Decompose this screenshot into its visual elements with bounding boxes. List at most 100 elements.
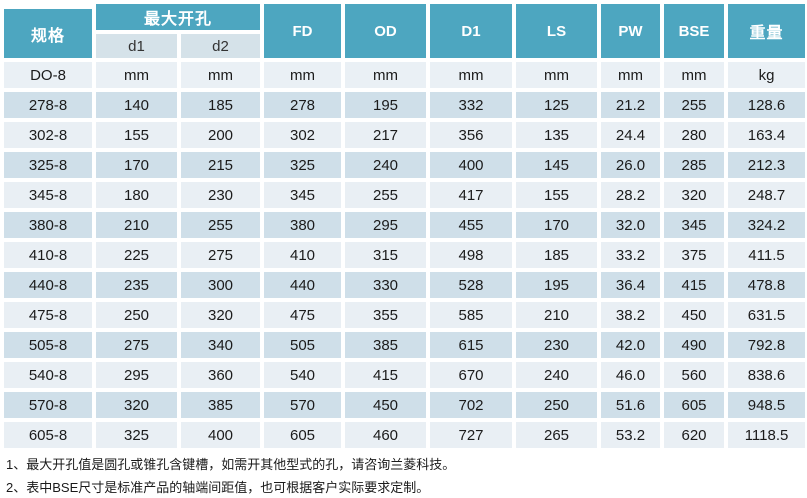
table-row: 325-8 170 215 325 240 400 145 26.0 285 212.3 (4, 152, 806, 178)
cell-od: mm (345, 62, 427, 88)
cell-d1-big: 585 (430, 302, 513, 328)
table-row: 475-8 250 320 475 355 585 210 38.2 450 631.5 (4, 302, 806, 328)
cell-spec: 440-8 (4, 272, 92, 298)
cell-pw: 24.4 (601, 122, 661, 148)
cell-fd: 605 (264, 422, 342, 448)
cell-od: 195 (345, 92, 427, 118)
cell-od: 217 (345, 122, 427, 148)
cell-od: 415 (345, 362, 427, 388)
table-row: 540-8 295 360 540 415 670 240 46.0 560 838.6 (4, 362, 806, 388)
cell-spec: 278-8 (4, 92, 92, 118)
col-header-fd: FD (264, 4, 342, 58)
cell-d1: 275 (96, 332, 177, 358)
cell-d1-big: 670 (430, 362, 513, 388)
cell-spec: DO-8 (4, 62, 92, 88)
cell-od: 355 (345, 302, 427, 328)
cell-bse: 620 (664, 422, 725, 448)
col-header-od: OD (345, 4, 427, 58)
cell-fd: 325 (264, 152, 342, 178)
cell-d2: 300 (181, 272, 261, 298)
cell-fd: 380 (264, 212, 342, 238)
spec-table: 规格 最大开孔 FD OD D1 LS PW BSE 重量 d1 d2 DO-8… (4, 4, 806, 448)
cell-d1-big: 702 (430, 392, 513, 418)
cell-bse: 490 (664, 332, 725, 358)
col-header-spec: 规格 (4, 4, 92, 58)
cell-pw: 46.0 (601, 362, 661, 388)
footnote-2: 2、表中BSE尺寸是标准产品的轴端间距值，也可根据客户实际要求定制。 (6, 480, 430, 495)
cell-pw: mm (601, 62, 661, 88)
cell-d1: 225 (96, 242, 177, 268)
cell-bse: 320 (664, 182, 725, 208)
cell-weight: 478.8 (728, 272, 806, 298)
cell-pw: 51.6 (601, 392, 661, 418)
cell-d1: 235 (96, 272, 177, 298)
col-header-d1: d1 (96, 34, 177, 58)
table-row: 505-8 275 340 505 385 615 230 42.0 490 792.8 (4, 332, 806, 358)
cell-d1: 325 (96, 422, 177, 448)
col-header-ls: LS (516, 4, 598, 58)
table-row: 380-8 210 255 380 295 455 170 32.0 345 324.2 (4, 212, 806, 238)
cell-fd: 410 (264, 242, 342, 268)
cell-pw: 21.2 (601, 92, 661, 118)
cell-pw: 42.0 (601, 332, 661, 358)
cell-spec: 410-8 (4, 242, 92, 268)
cell-spec: 345-8 (4, 182, 92, 208)
cell-weight: 324.2 (728, 212, 806, 238)
cell-bse: 285 (664, 152, 725, 178)
cell-bse: 280 (664, 122, 725, 148)
cell-d2: mm (181, 62, 261, 88)
cell-spec: 505-8 (4, 332, 92, 358)
col-header-weight: 重量 (728, 4, 806, 58)
cell-ls: 210 (516, 302, 598, 328)
units-row: DO-8 mm mm mm mm mm mm mm mm kg (4, 62, 806, 88)
cell-d1-big: 356 (430, 122, 513, 148)
cell-weight: 838.6 (728, 362, 806, 388)
cell-d1-big: 528 (430, 272, 513, 298)
cell-bse: 605 (664, 392, 725, 418)
cell-pw: 53.2 (601, 422, 661, 448)
cell-bse: mm (664, 62, 725, 88)
table-row: 570-8 320 385 570 450 702 250 51.6 605 948.5 (4, 392, 806, 418)
cell-ls: 145 (516, 152, 598, 178)
cell-d1: mm (96, 62, 177, 88)
cell-weight: 792.8 (728, 332, 806, 358)
col-header-d2: d2 (181, 34, 261, 58)
cell-weight: 163.4 (728, 122, 806, 148)
cell-d2: 320 (181, 302, 261, 328)
cell-ls: 155 (516, 182, 598, 208)
cell-ls: 185 (516, 242, 598, 268)
footnote-1: 1、最大开孔值是圆孔或锥孔含键槽，如需开其他型式的孔，请咨询兰菱科技。 (6, 457, 456, 472)
table-row: 345-8 180 230 345 255 417 155 28.2 320 248.7 (4, 182, 806, 208)
table-row: 302-8 155 200 302 217 356 135 24.4 280 163.4 (4, 122, 806, 148)
cell-d1-big: 727 (430, 422, 513, 448)
cell-d1: 170 (96, 152, 177, 178)
cell-fd: mm (264, 62, 342, 88)
cell-weight: 212.3 (728, 152, 806, 178)
cell-d1: 155 (96, 122, 177, 148)
cell-d2: 255 (181, 212, 261, 238)
cell-spec: 302-8 (4, 122, 92, 148)
cell-weight: 248.7 (728, 182, 806, 208)
col-header-pw: PW (601, 4, 661, 58)
cell-fd: 475 (264, 302, 342, 328)
cell-fd: 278 (264, 92, 342, 118)
cell-ls: 230 (516, 332, 598, 358)
cell-pw: 26.0 (601, 152, 661, 178)
cell-ls: 250 (516, 392, 598, 418)
table-header: 规格 最大开孔 FD OD D1 LS PW BSE 重量 d1 d2 (4, 4, 806, 58)
cell-weight: 948.5 (728, 392, 806, 418)
cell-fd: 570 (264, 392, 342, 418)
cell-weight: 631.5 (728, 302, 806, 328)
cell-d1: 250 (96, 302, 177, 328)
cell-spec: 605-8 (4, 422, 92, 448)
cell-d2: 185 (181, 92, 261, 118)
cell-od: 295 (345, 212, 427, 238)
cell-od: 460 (345, 422, 427, 448)
cell-d1: 295 (96, 362, 177, 388)
cell-ls: 195 (516, 272, 598, 298)
cell-d1-big: 417 (430, 182, 513, 208)
cell-d2: 385 (181, 392, 261, 418)
cell-d1-big: 332 (430, 92, 513, 118)
cell-d1-big: 400 (430, 152, 513, 178)
cell-od: 240 (345, 152, 427, 178)
